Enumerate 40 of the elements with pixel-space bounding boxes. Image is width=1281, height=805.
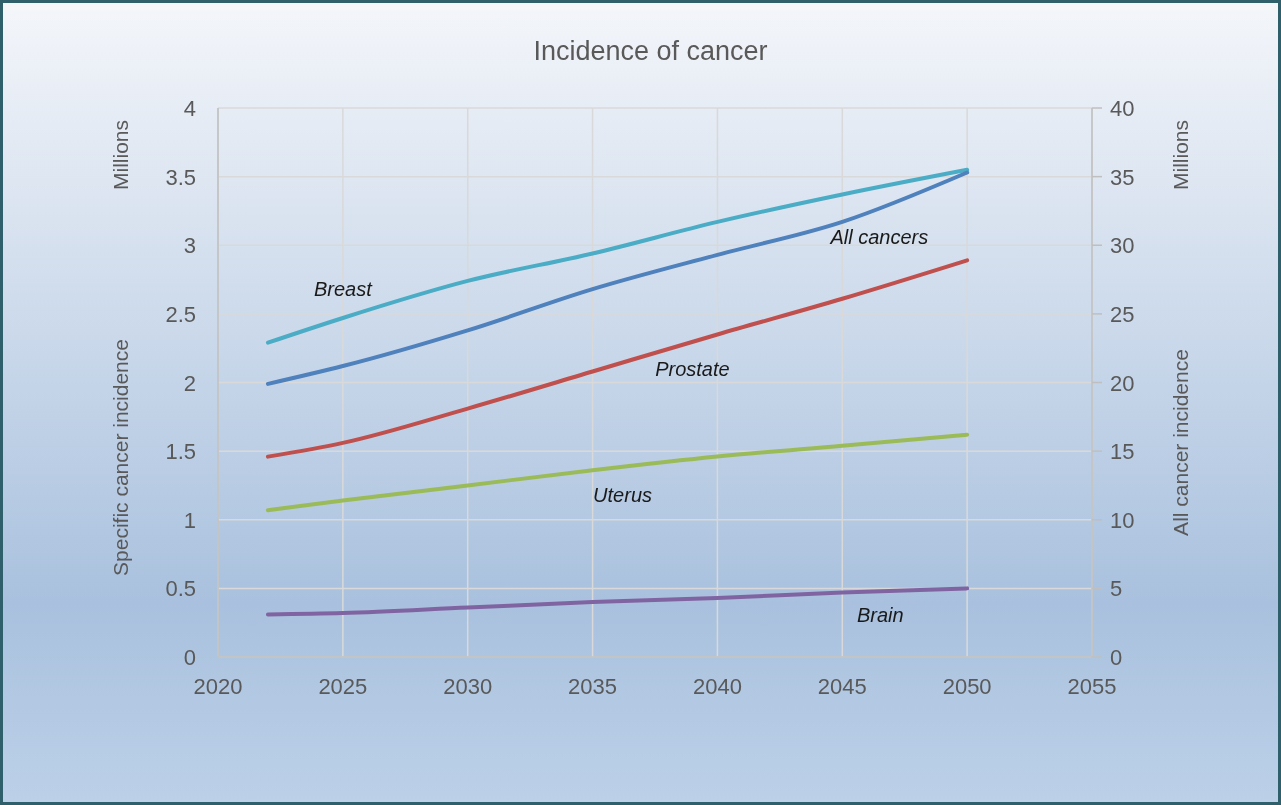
series-label: Prostate: [655, 358, 730, 381]
text: Millions: [1169, 119, 1192, 191]
y2-tick-label: 5: [1110, 576, 1123, 602]
y-tick-label: 2.5: [165, 301, 196, 327]
y2-tick-label: 40: [1110, 96, 1135, 121]
y2-tick-label: 35: [1110, 164, 1135, 190]
y2-tick-label: 30: [1110, 233, 1135, 259]
y-tick-label: 3: [183, 233, 196, 259]
line-series: [265, 258, 970, 459]
y-axis-title: Specific cancer incidence: [109, 339, 132, 576]
y-tick-label: 1.5: [165, 439, 196, 465]
x-tick-label: 2040: [692, 674, 742, 699]
y-tick-label: 1: [183, 507, 196, 533]
line-series: [265, 170, 970, 386]
y2-tick-label: 25: [1110, 301, 1135, 327]
line-series: [265, 167, 970, 345]
y-tick-label: 2: [183, 370, 196, 396]
series-label: Uterus: [593, 484, 653, 507]
y2-tick-label: 20: [1110, 370, 1135, 396]
line-series: [265, 432, 970, 513]
y2-tick-label: 10: [1110, 507, 1135, 533]
series-label: All cancers: [829, 225, 929, 248]
x-tick-label: 2055: [1067, 674, 1117, 699]
text: Millions: [109, 119, 132, 191]
y-tick-label: 0.5: [165, 576, 196, 602]
y-tick-label: 3.5: [165, 164, 196, 190]
x-tick-label: 2050: [942, 674, 992, 699]
x-tick-label: 2045: [817, 674, 867, 699]
series-label: Breast: [313, 277, 374, 300]
x-tick-label: 2030: [443, 674, 493, 699]
chart-title: Incidence of cancer: [533, 36, 768, 66]
x-tick-label: 2025: [318, 674, 368, 699]
x-tick-label: 2020: [193, 674, 243, 699]
y-tick-label: 4: [183, 96, 196, 121]
y2-tick-label: 15: [1110, 439, 1135, 465]
series-label: Brain: [856, 604, 904, 627]
y-tick-label: 0: [183, 645, 196, 670]
y2-tick-label: 0: [1110, 645, 1123, 670]
y2-axis-title: All cancer incidence: [1169, 349, 1192, 536]
x-tick-label: 2035: [568, 674, 618, 699]
